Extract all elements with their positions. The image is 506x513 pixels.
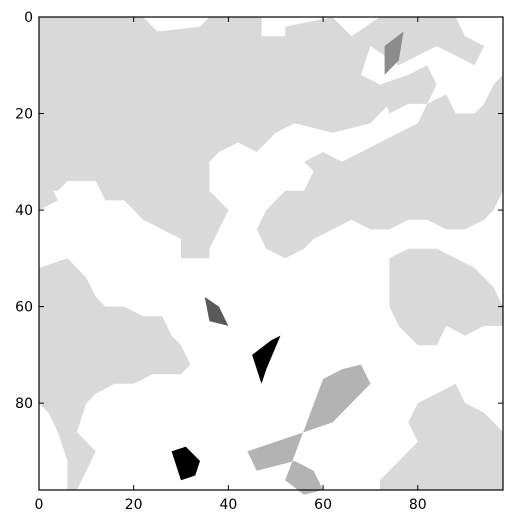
y-tick-label: 40 [15,203,33,219]
light-gray-cluster-2 [39,181,58,211]
y-tick-label: 60 [15,300,33,316]
plot-frame [38,16,504,491]
x-axis: 0 20 40 60 80 [35,17,427,513]
gray-small-cluster-1 [384,31,404,75]
y-tick-label: 80 [15,396,33,412]
black-clusters-2 [171,446,200,481]
light-gray-cluster-7 [389,248,503,346]
light-gray-cluster-6 [39,258,191,490]
x-tick-label: 60 [314,497,332,513]
light-gray-cluster-5 [379,65,437,114]
plot-area [39,17,503,495]
light-gray-cluster-8 [379,383,503,490]
light-gray-cluster-3 [256,74,503,259]
y-tick-label: 0 [24,10,33,26]
x-tick-label: 80 [409,497,427,513]
x-tick-label: 20 [125,497,143,513]
dark-gray-cluster-1 [204,296,229,326]
light-gray-cluster-1 [39,17,390,259]
x-tick-label: 40 [219,497,237,513]
mid-gray-cluster-1 [247,364,371,495]
x-tick-label: 0 [35,497,44,513]
black-clusters-1 [252,335,281,384]
y-tick-label: 20 [15,107,33,123]
